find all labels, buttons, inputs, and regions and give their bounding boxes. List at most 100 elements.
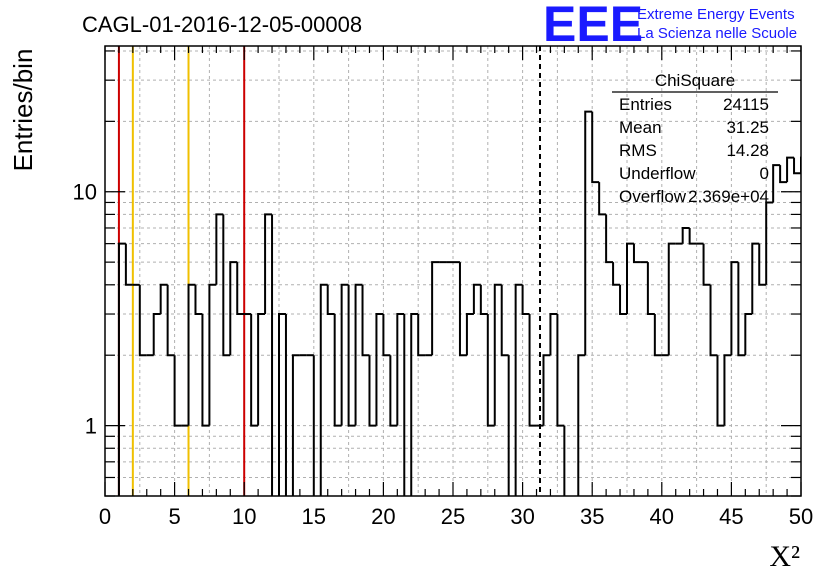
- histogram-bin: [521, 284, 530, 316]
- histogram-bin: [472, 283, 481, 315]
- histogram-bin: [465, 313, 474, 356]
- histogram-bin: [166, 284, 175, 357]
- histogram-bin: [765, 201, 774, 285]
- histogram-bin: [598, 182, 607, 216]
- histogram-bin: [486, 314, 495, 427]
- stats-row-label: Entries: [619, 95, 672, 114]
- histogram-bin: [417, 314, 426, 357]
- x-axis-label: X²: [769, 540, 800, 572]
- x-tick-label: 40: [650, 504, 674, 529]
- stats-box: ChiSquare Entries 24115 Mean 31.25 RMS 14.28 U…: [612, 71, 778, 206]
- histogram-bin: [284, 314, 287, 496]
- histogram-bin: [173, 355, 182, 427]
- stats-row-value: 2.369e+04: [688, 187, 769, 206]
- stats-row-value: 14.28: [726, 141, 769, 160]
- histogram-bin: [257, 313, 266, 426]
- histogram-bin: [730, 261, 739, 356]
- histogram-bin: [800, 156, 801, 174]
- histogram-bin: [375, 313, 384, 426]
- axis-tick-labels: 0 5 10 15 20 25 30 35 40 45 50 1 10: [73, 180, 814, 529]
- histogram-bin: [368, 355, 377, 427]
- stats-row-label: Overflow: [619, 187, 687, 206]
- histogram-bin: [326, 284, 335, 316]
- histogram-bin: [431, 261, 440, 356]
- histogram-bin: [584, 110, 593, 356]
- histogram-bin: [458, 262, 467, 357]
- histogram-bin: [312, 355, 315, 496]
- x-tick-label: 5: [168, 504, 180, 529]
- histogram-bin: [117, 242, 126, 496]
- histogram-bin: [808, 158, 815, 203]
- y-tick-label: 1: [85, 414, 97, 439]
- histogram-bin: [667, 242, 676, 356]
- histogram-bin: [215, 213, 224, 285]
- histogram-bin: [556, 314, 565, 427]
- histogram-bin: [194, 284, 203, 316]
- reference-lines: [117, 46, 541, 496]
- stats-row-value: 31.25: [726, 118, 769, 137]
- histogram-bin: [396, 313, 405, 426]
- histogram-bin: [264, 213, 273, 315]
- chart-title: CAGL-01-2016-12-05-00008: [82, 12, 362, 37]
- histogram-bin: [815, 202, 822, 214]
- histogram-bin: [278, 313, 286, 496]
- logo-line2: La Scienza nelle Scuole: [637, 25, 797, 42]
- stats-row-value: 0: [760, 164, 769, 183]
- x-tick-label: 20: [371, 504, 395, 529]
- histogram-bin: [229, 261, 238, 356]
- histogram-bin: [577, 354, 586, 496]
- histogram-bin: [793, 157, 801, 175]
- histogram-bin: [354, 283, 363, 426]
- histogram-bin: [786, 156, 795, 183]
- histogram-bin: [500, 284, 509, 357]
- histogram-bin: [737, 262, 746, 357]
- histogram-bin: [653, 314, 662, 357]
- histogram-bin: [709, 284, 718, 357]
- histogram-bin: [507, 355, 510, 496]
- y-tick-label: 10: [73, 180, 97, 205]
- axis-ticks: [104, 46, 802, 497]
- stats-row-label: RMS: [619, 141, 657, 160]
- histogram-bin: [542, 354, 551, 426]
- logo-mark: EEE: [543, 0, 643, 52]
- stats-row-label: Underflow: [619, 164, 696, 183]
- histogram-bin: [333, 314, 342, 427]
- histogram-bin: [124, 243, 133, 286]
- histogram-bin: [493, 283, 502, 426]
- histogram-bin: [382, 314, 391, 357]
- histogram-bin: [340, 283, 349, 426]
- x-tick-label: 50: [789, 504, 813, 529]
- histogram-bin: [250, 314, 259, 427]
- histogram-bin: [646, 262, 655, 316]
- stats-row-value: 24115: [723, 95, 769, 114]
- histogram-bin: [152, 313, 161, 356]
- histogram-bin: [772, 164, 781, 203]
- histogram-bin: [779, 165, 788, 184]
- histogram-bin: [208, 283, 217, 426]
- histogram-bin: [619, 284, 627, 316]
- histogram-bin: [751, 242, 760, 315]
- histogram-bin: [138, 284, 147, 357]
- histogram-bin: [744, 313, 753, 356]
- histogram-bin: [361, 284, 370, 357]
- histogram-bin: [829, 202, 836, 214]
- x-tick-label: 30: [510, 504, 534, 529]
- histogram-bin: [632, 243, 641, 264]
- histogram-bin: [605, 214, 614, 264]
- histogram-bin: [347, 284, 356, 427]
- histogram-bin: [688, 227, 697, 245]
- logo-line1: Extreme Energy Events: [637, 6, 795, 23]
- histogram-bin: [626, 242, 634, 315]
- x-tick-label: 35: [580, 504, 604, 529]
- histogram-bin: [549, 313, 558, 356]
- histogram-bin: [159, 283, 168, 315]
- y-axis-label: Entries/bin: [8, 49, 38, 172]
- histogram-bin: [271, 214, 274, 496]
- x-tick-label: 0: [99, 504, 111, 529]
- histogram-bin: [389, 355, 398, 427]
- histogram-bin: [201, 314, 210, 427]
- histogram-bin: [236, 262, 245, 316]
- histogram-bin: [514, 283, 523, 496]
- histogram-bin: [563, 425, 566, 496]
